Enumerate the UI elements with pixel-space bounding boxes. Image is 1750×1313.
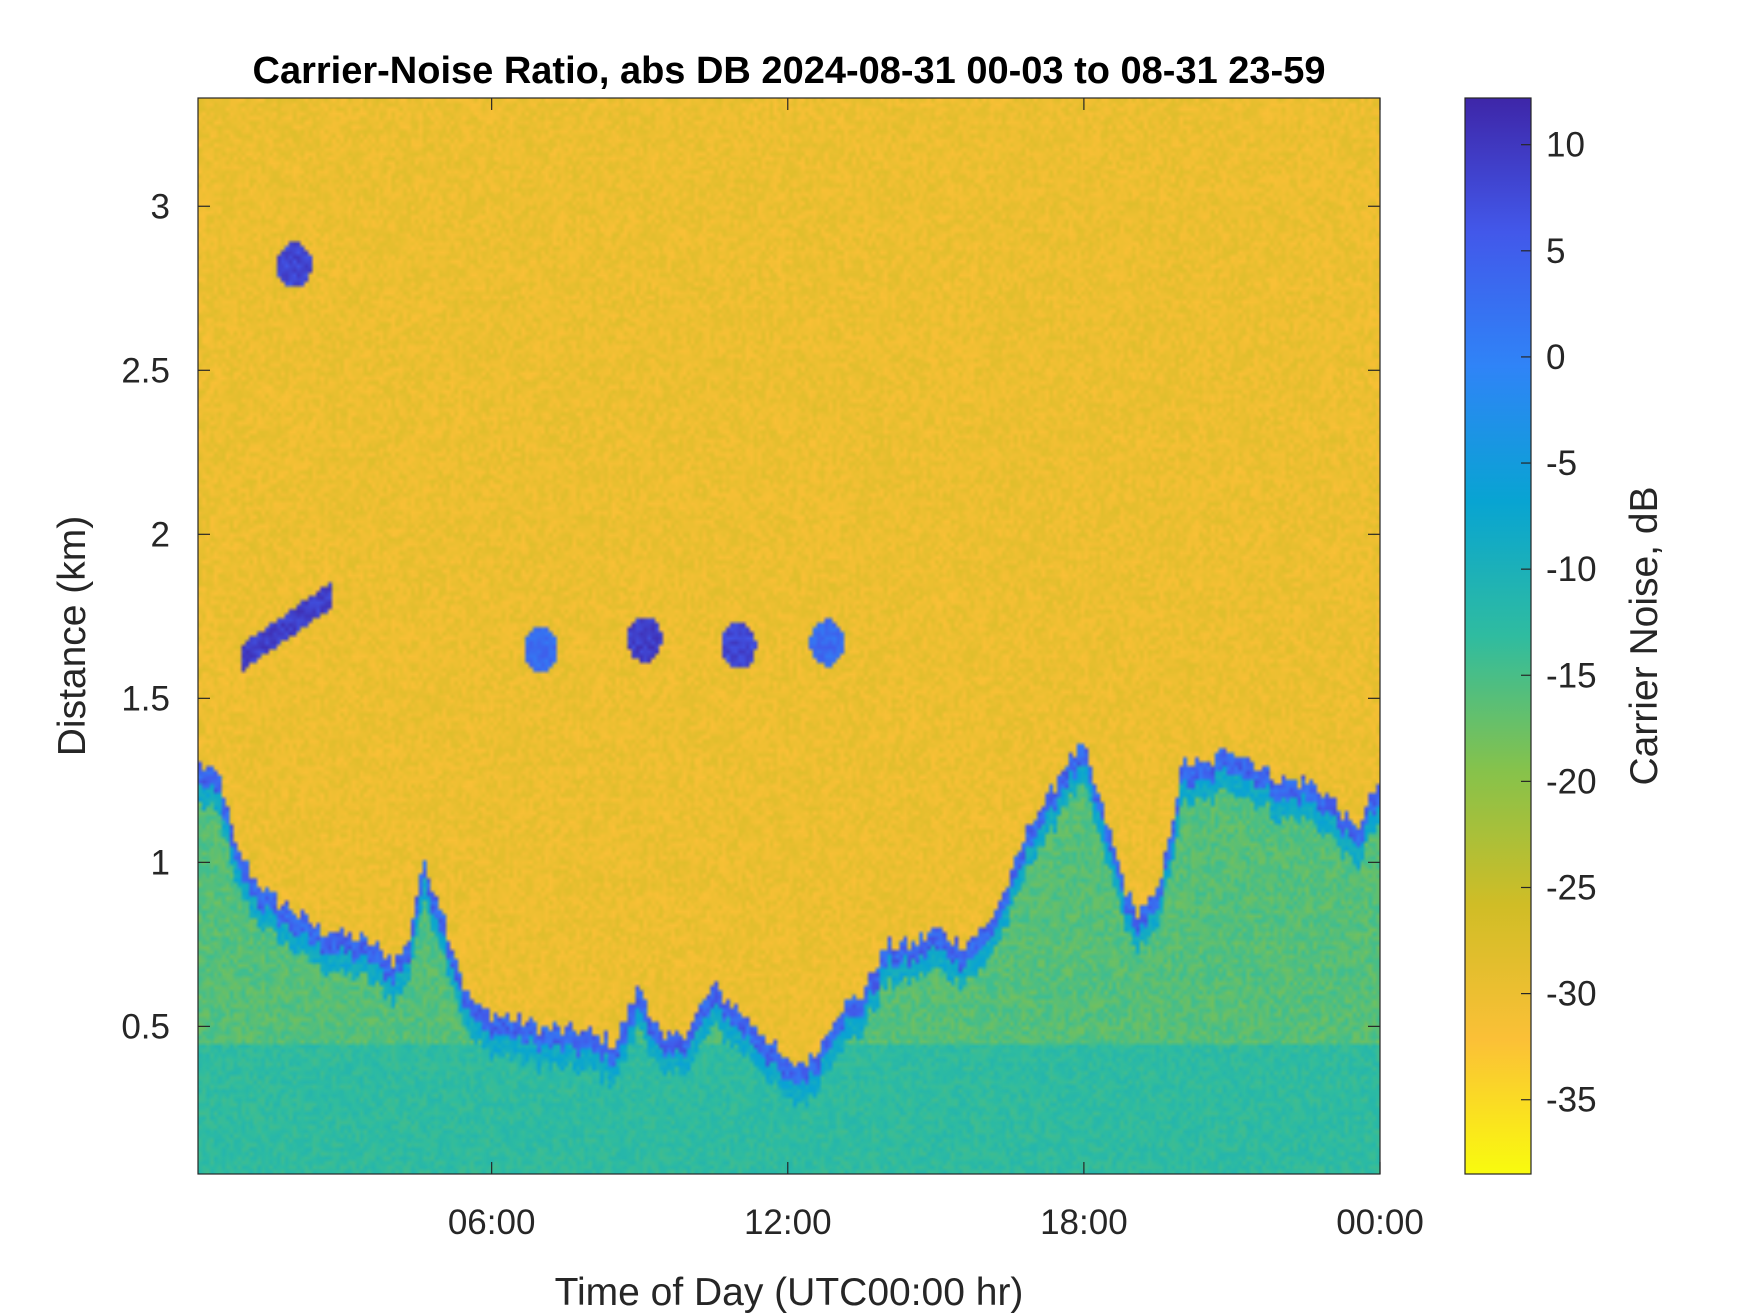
- colorbar-tick-label: -5: [1546, 444, 1577, 483]
- y-tick-label: 1: [151, 843, 170, 882]
- y-tick-label: 0.5: [121, 1007, 170, 1046]
- x-tick-label: 12:00: [744, 1203, 832, 1242]
- colorbar: 10 5 0 -5 -10 -15 -20 -25 -30 -35: [1464, 97, 1597, 1175]
- colorbar-tick-label: -25: [1546, 868, 1597, 907]
- plot-area: 06:00 12:00 18:00 00:00 0.5 1 1.5 2 2.5 3: [121, 97, 1424, 1242]
- colorbar-tick-label: 5: [1546, 232, 1565, 271]
- x-axis-label: Time of Day (UTC00:00 hr): [555, 1271, 1024, 1313]
- y-tick-label: 2: [151, 515, 170, 554]
- heatmap-image: [198, 98, 1380, 1174]
- colorbar-gradient: [1464, 97, 1532, 1175]
- x-tick-label: 18:00: [1040, 1203, 1128, 1242]
- colorbar-label: Carrier Noise, dB: [1623, 486, 1666, 785]
- plot-frame: [197, 97, 1381, 1175]
- colorbar-ticks: 10 5 0 -5 -10 -15 -20 -25 -30 -35: [1521, 126, 1597, 1120]
- chart-title: Carrier-Noise Ratio, abs DB 2024-08-31 0…: [253, 50, 1326, 92]
- colorbar-tick-label: -35: [1546, 1081, 1597, 1120]
- colorbar-tick-label: 0: [1546, 338, 1565, 377]
- colorbar-tick-label: -20: [1546, 762, 1597, 801]
- y-tick-label: 3: [151, 187, 170, 226]
- colorbar-tick-label: -30: [1546, 975, 1597, 1014]
- colorbar-tick-label: -10: [1546, 550, 1597, 589]
- colorbar-tick-label: 10: [1546, 126, 1585, 165]
- y-axis-label: Distance (km): [51, 516, 94, 757]
- colorbar-tick-label: -15: [1546, 656, 1597, 695]
- y-axis-ticks: 0.5 1 1.5 2 2.5 3: [121, 187, 1380, 1046]
- y-tick-label: 1.5: [121, 679, 170, 718]
- x-tick-label: 00:00: [1336, 1203, 1424, 1242]
- x-axis-ticks: 06:00 12:00 18:00 00:00: [448, 98, 1424, 1242]
- x-tick-label: 06:00: [448, 1203, 536, 1242]
- y-tick-label: 2.5: [121, 351, 170, 390]
